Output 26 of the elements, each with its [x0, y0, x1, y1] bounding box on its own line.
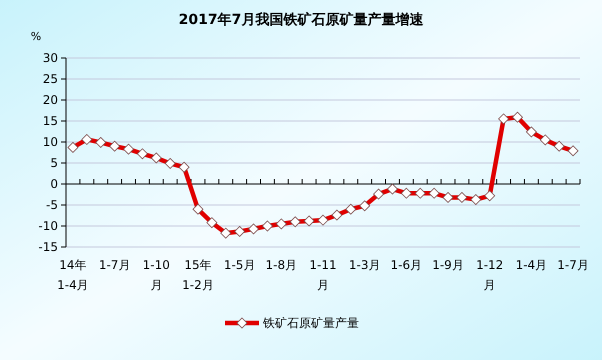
x-tick-label: 1-4月: [516, 258, 548, 272]
y-tick-label: -15: [38, 240, 58, 254]
x-tick-label: 1-12月: [476, 258, 504, 292]
y-tick-label: 25: [42, 72, 58, 86]
x-tick-label: 15年1-2月: [182, 258, 214, 292]
x-tick-label: 1-6月: [390, 258, 422, 272]
y-tick-label: 10: [42, 135, 58, 150]
x-tick-label: 1-7月: [98, 258, 130, 272]
x-tick-label: 1-5月: [224, 258, 256, 272]
y-tick-label: 5: [50, 156, 58, 170]
y-tick-label: 30: [42, 51, 58, 66]
legend-label: 铁矿石原矿量产量: [262, 316, 359, 330]
y-tick-label: -10: [38, 219, 58, 234]
y-axis-title: %: [30, 30, 42, 43]
x-tick-label: 1-7月: [557, 258, 589, 272]
x-tick-label: 1-3月: [348, 258, 380, 272]
y-tick-label: -5: [46, 198, 58, 212]
y-tick-label: 0: [50, 177, 58, 192]
y-tick-label: 15: [42, 114, 58, 128]
x-tick-label: 1-9月: [432, 258, 464, 272]
x-tick-label: 1-10月: [142, 258, 170, 292]
x-tick-label: 1-11月: [309, 258, 337, 292]
x-tick-label: 14年1-4月: [57, 258, 89, 292]
chart-title: 2017年7月我国铁矿石原矿量产量增速: [178, 11, 424, 28]
y-tick-label: 20: [42, 93, 58, 108]
x-tick-label: 1-8月: [266, 258, 298, 272]
